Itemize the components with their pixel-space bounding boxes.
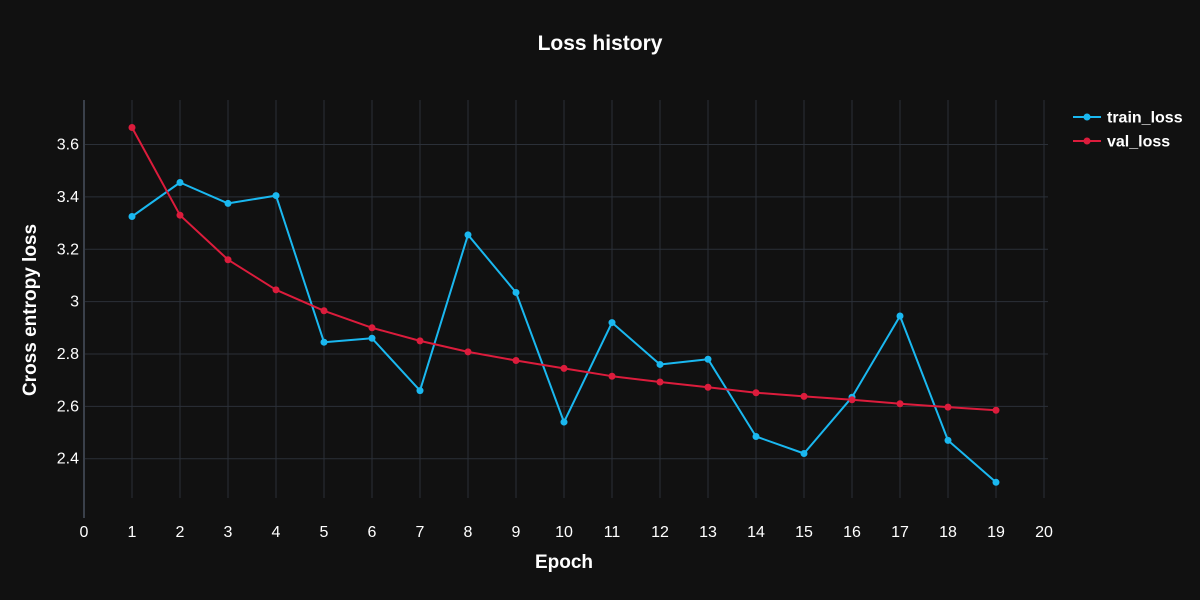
data-point-train_loss (800, 449, 808, 457)
data-point-val_loss (752, 389, 760, 397)
data-point-train_loss (944, 436, 952, 444)
x-tick-label: 10 (555, 524, 573, 541)
data-point-train_loss (608, 319, 616, 327)
data-point-val_loss (992, 406, 1000, 414)
data-point-train_loss (128, 213, 136, 221)
y-tick-label: 2.6 (57, 398, 79, 415)
x-tick-label: 14 (747, 524, 765, 541)
data-point-train_loss (464, 231, 472, 239)
data-point-val_loss (704, 383, 712, 391)
x-tick-label: 1 (128, 524, 137, 541)
x-tick-label: 17 (891, 524, 909, 541)
data-point-val_loss (416, 337, 424, 345)
chart-title: Loss history (538, 32, 663, 55)
y-tick-label: 3.6 (57, 137, 79, 154)
legend-label-val_loss: val_loss (1107, 134, 1170, 151)
x-tick-labels: 0 1 2 3 4 5 6 7 8 9 10 11 12 13 14 15 16 17 18 19 20 (80, 524, 1053, 541)
legend-marker-train_loss (1083, 113, 1091, 121)
data-point-val_loss (464, 348, 472, 356)
data-point-val_loss (272, 286, 280, 294)
legend: train_loss val_loss (1073, 110, 1183, 151)
y-axis-title: Cross entropy loss (20, 224, 41, 396)
x-tick-label: 3 (224, 524, 233, 541)
data-point-train_loss (896, 312, 904, 320)
data-point-val_loss (128, 123, 136, 131)
y-tick-label: 3.2 (57, 241, 79, 258)
data-point-train_loss (224, 199, 232, 207)
x-tick-label: 7 (416, 524, 425, 541)
x-tick-label: 8 (464, 524, 473, 541)
x-tick-label: 12 (651, 524, 669, 541)
x-tick-label: 0 (80, 524, 89, 541)
data-point-train_loss (512, 288, 520, 296)
series-val_loss (128, 123, 1000, 414)
data-point-train_loss (272, 192, 280, 200)
x-tick-label: 2 (176, 524, 185, 541)
y-tick-label: 3 (70, 294, 79, 311)
x-tick-label: 13 (699, 524, 717, 541)
data-point-val_loss (944, 403, 952, 411)
series (128, 123, 1000, 486)
legend-marker-val_loss (1083, 137, 1091, 145)
grid (84, 100, 1048, 498)
y-tick-label: 2.4 (57, 451, 79, 468)
data-point-val_loss (176, 211, 184, 219)
x-tick-label: 18 (939, 524, 957, 541)
x-tick-label: 11 (604, 524, 621, 541)
x-tick-label: 15 (795, 524, 813, 541)
data-point-train_loss (368, 334, 376, 342)
legend-item-train_loss: train_loss (1073, 110, 1183, 127)
data-point-train_loss (704, 355, 712, 363)
data-point-val_loss (224, 256, 232, 264)
legend-item-val_loss: val_loss (1073, 134, 1170, 151)
data-point-train_loss (176, 178, 184, 186)
x-tick-label: 6 (368, 524, 377, 541)
data-point-train_loss (416, 387, 424, 395)
x-tick-label: 4 (272, 524, 281, 541)
data-point-val_loss (608, 372, 616, 380)
y-tick-label: 3.4 (57, 189, 79, 206)
x-tick-label: 9 (512, 524, 521, 541)
data-point-train_loss (320, 338, 328, 346)
y-tick-labels: 2.4 2.6 2.8 3 3.2 3.4 3.6 (57, 137, 79, 468)
data-point-val_loss (320, 307, 328, 315)
data-point-val_loss (896, 400, 904, 408)
data-point-train_loss (656, 360, 664, 368)
data-point-train_loss (752, 432, 760, 440)
x-tick-label: 19 (987, 524, 1005, 541)
data-point-val_loss (560, 364, 568, 372)
data-point-val_loss (368, 324, 376, 332)
x-tick-label: 5 (320, 524, 329, 541)
y-tick-label: 2.8 (57, 346, 79, 363)
data-point-val_loss (800, 392, 808, 400)
data-point-val_loss (512, 357, 520, 365)
x-tick-label: 16 (843, 524, 861, 541)
legend-label-train_loss: train_loss (1107, 110, 1183, 127)
data-point-val_loss (848, 396, 856, 404)
data-point-val_loss (656, 378, 664, 386)
x-tick-label: 20 (1035, 524, 1053, 541)
data-point-train_loss (560, 418, 568, 426)
data-point-train_loss (992, 478, 1000, 486)
x-axis-title: Epoch (535, 552, 593, 573)
